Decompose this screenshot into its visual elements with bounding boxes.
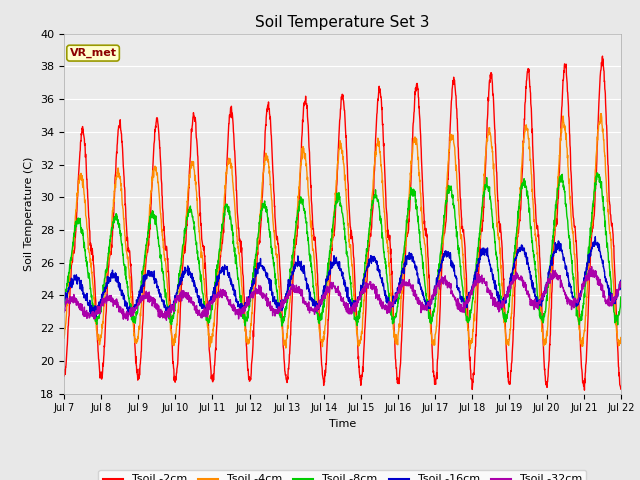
Y-axis label: Soil Temperature (C): Soil Temperature (C) xyxy=(24,156,35,271)
Tsoil -16cm xyxy=(60,299,68,305)
Tsoil -4cm xyxy=(467,346,474,351)
Tsoil -16cm xyxy=(584,260,591,265)
Tsoil -4cm xyxy=(568,223,575,228)
Tsoil -32cm xyxy=(588,264,595,269)
Line: Tsoil -2cm: Tsoil -2cm xyxy=(64,56,621,390)
Line: Tsoil -16cm: Tsoil -16cm xyxy=(64,237,621,316)
Tsoil -8cm xyxy=(278,323,286,329)
Tsoil -4cm xyxy=(60,336,68,341)
Tsoil -32cm xyxy=(359,290,367,296)
Tsoil -4cm xyxy=(504,341,512,347)
Tsoil -16cm xyxy=(359,284,367,290)
Tsoil -16cm xyxy=(92,313,100,319)
Tsoil -2cm xyxy=(580,387,588,393)
Tsoil -8cm xyxy=(568,260,575,266)
Tsoil -32cm xyxy=(371,289,379,295)
Line: Tsoil -4cm: Tsoil -4cm xyxy=(64,114,621,348)
Tsoil -32cm xyxy=(124,317,132,323)
Tsoil -4cm xyxy=(617,335,625,340)
Tsoil -8cm xyxy=(504,309,512,314)
Tsoil -8cm xyxy=(617,294,625,300)
Tsoil -32cm xyxy=(504,284,512,289)
Tsoil -2cm xyxy=(598,53,606,59)
Line: Tsoil -8cm: Tsoil -8cm xyxy=(64,173,621,326)
Tsoil -2cm xyxy=(371,168,378,173)
Tsoil -8cm xyxy=(216,248,223,254)
Tsoil -8cm xyxy=(584,259,591,265)
Tsoil -2cm xyxy=(60,370,68,376)
Text: VR_met: VR_met xyxy=(70,48,116,58)
Tsoil -2cm xyxy=(568,182,575,188)
Tsoil -4cm xyxy=(371,161,378,167)
Tsoil -32cm xyxy=(617,281,625,287)
X-axis label: Time: Time xyxy=(329,419,356,429)
Tsoil -2cm xyxy=(584,334,591,339)
Legend: Tsoil -2cm, Tsoil -4cm, Tsoil -8cm, Tsoil -16cm, Tsoil -32cm: Tsoil -2cm, Tsoil -4cm, Tsoil -8cm, Tsoi… xyxy=(99,470,586,480)
Tsoil -4cm xyxy=(358,325,366,331)
Tsoil -32cm xyxy=(568,302,575,308)
Tsoil -32cm xyxy=(584,275,591,280)
Tsoil -32cm xyxy=(60,306,68,312)
Tsoil -8cm xyxy=(371,194,379,200)
Tsoil -8cm xyxy=(593,170,601,176)
Title: Soil Temperature Set 3: Soil Temperature Set 3 xyxy=(255,15,429,30)
Tsoil -4cm xyxy=(216,254,223,260)
Tsoil -8cm xyxy=(359,287,367,292)
Line: Tsoil -32cm: Tsoil -32cm xyxy=(64,266,621,320)
Tsoil -2cm xyxy=(216,272,223,277)
Tsoil -2cm xyxy=(617,386,625,392)
Tsoil -16cm xyxy=(617,277,625,283)
Tsoil -4cm xyxy=(597,111,605,117)
Tsoil -16cm xyxy=(371,255,379,261)
Tsoil -2cm xyxy=(358,371,366,376)
Tsoil -16cm xyxy=(504,287,512,293)
Tsoil -2cm xyxy=(504,370,512,376)
Tsoil -32cm xyxy=(216,295,223,300)
Tsoil -4cm xyxy=(584,288,591,293)
Tsoil -8cm xyxy=(60,302,68,308)
Tsoil -16cm xyxy=(216,269,223,275)
Tsoil -16cm xyxy=(591,234,599,240)
Tsoil -16cm xyxy=(568,290,575,296)
